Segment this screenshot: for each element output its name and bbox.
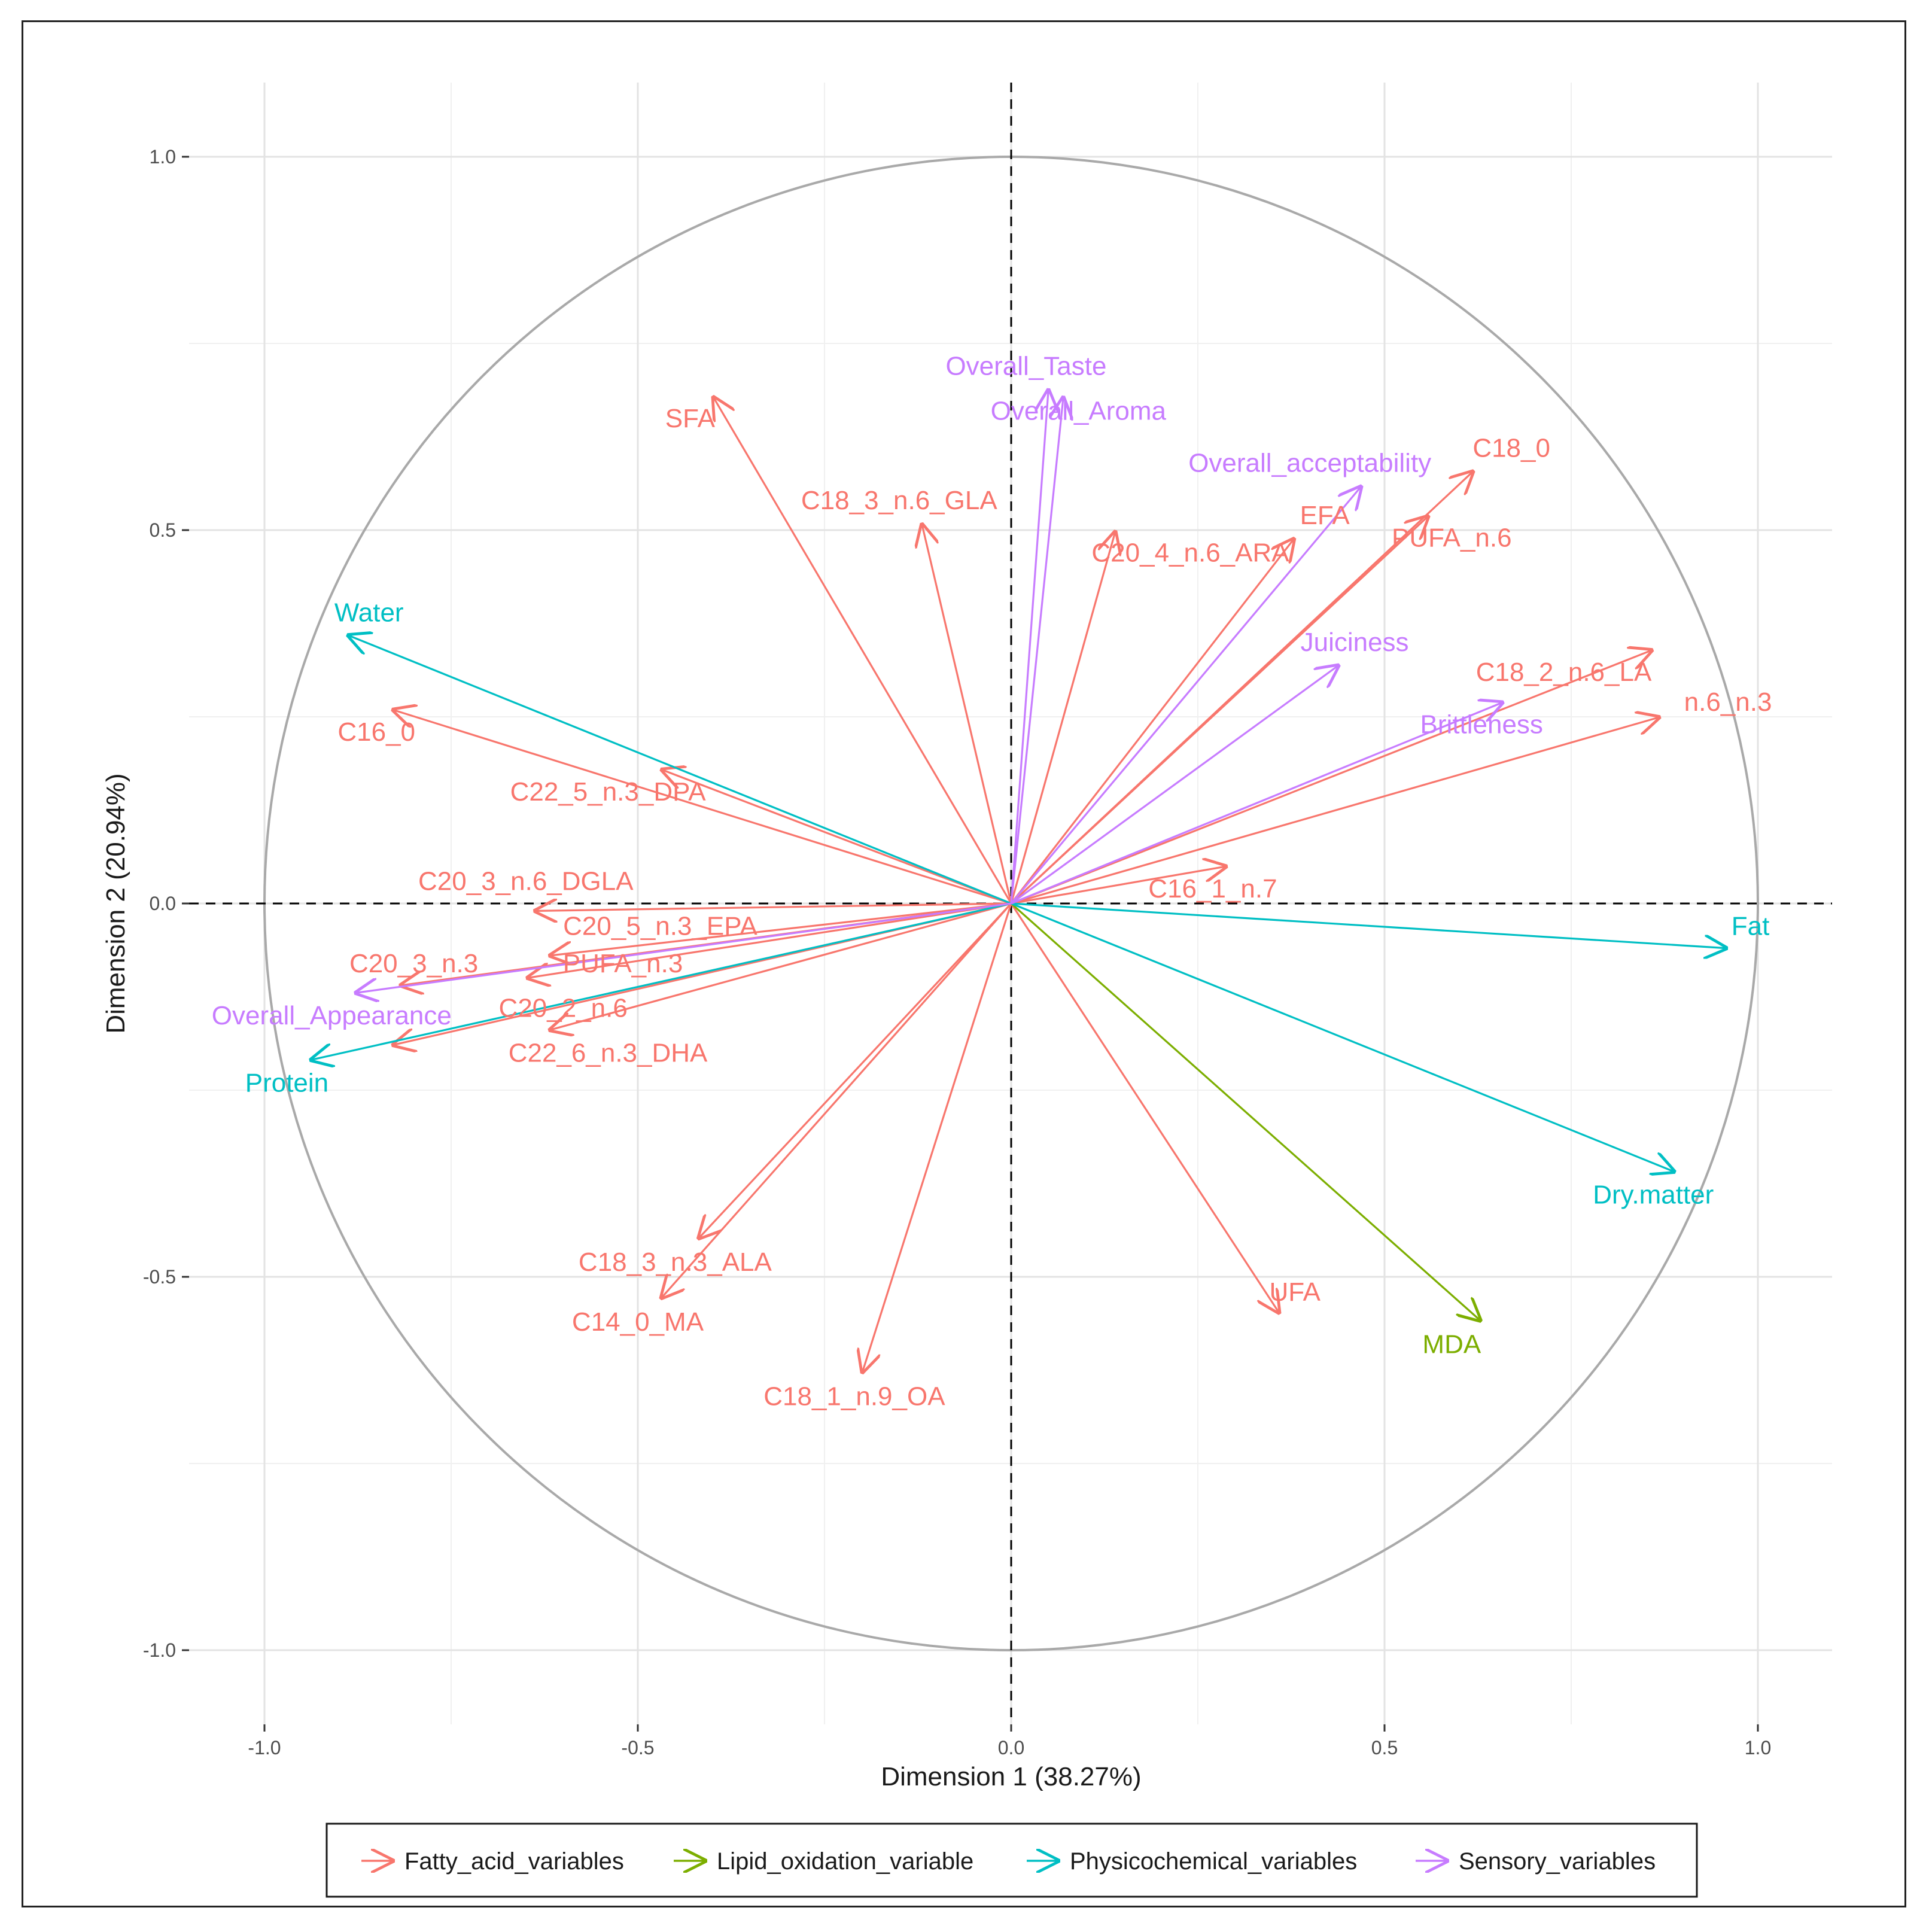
arrow-overall-aroma [1010, 395, 1063, 904]
arrow-overall-acceptability [1010, 485, 1362, 905]
legend-label-fatty-acid-variables: Fatty_acid_variables [404, 1848, 624, 1875]
arrow-c18-2-n-6-la [1011, 650, 1653, 905]
arrow-c20-4-n-6-ara [1010, 530, 1116, 904]
label-c18-3-n-3-ala: C18_3_n.3_ALA [579, 1248, 772, 1277]
label-c16-0: C16_0 [337, 717, 415, 747]
label-c22-5-n-3-dpa: C22_5_n.3_DPA [510, 777, 707, 807]
legend: Fatty_acid_variables Lipid_oxidation_vari… [325, 1823, 1698, 1898]
label-fat: Fat [1732, 911, 1770, 941]
label-n-6-n-3: n.6_n.3 [1684, 687, 1772, 717]
arrow-mda [1010, 902, 1481, 1322]
arrow-c20-3-n-6-dgla [533, 903, 1012, 911]
label-c20-3-n-6-dgla: C20_3_n.6_DGLA [418, 867, 634, 896]
label-dry-matter: Dry.matter [1593, 1181, 1714, 1210]
arrow-efa [1010, 537, 1295, 904]
label-c20-4-n-6-ara: C20_4_n.6_ARA [1091, 538, 1289, 567]
label-c18-1-n-9-oa: C18_1_n.9_OA [763, 1382, 945, 1411]
arrow-c22-5-n-3-dpa [660, 769, 1012, 905]
arrow-ufa [1010, 903, 1280, 1314]
label-c20-2-n-6: C20_2_n.6 [499, 994, 628, 1023]
y-tick-label: 1.0 [150, 146, 176, 168]
arrow-overall-taste [1010, 388, 1048, 904]
x-tick-label: -1.0 [248, 1737, 281, 1758]
label-pufa-n-6: PUFA_n.6 [1392, 523, 1512, 552]
arrow-pufa-n-3 [526, 902, 1012, 978]
arrow-n-6-n-3 [1011, 717, 1661, 905]
label-protein: Protein [245, 1069, 328, 1098]
y-tick-label: -0.5 [143, 1266, 176, 1288]
label-c20-5-n-3-epa: C20_5_n.3_EPA [563, 911, 757, 941]
variable-labels: SFA C18_3_n.6_GLA C20_4_n.6_ARA EFA C18_0 PUF… [212, 351, 1772, 1411]
arrow-c16-1-n-7 [1011, 866, 1228, 905]
arrow-protein [309, 902, 1012, 1060]
arrow-c18-1-n-9-oa [862, 903, 1012, 1374]
label-brittleness: Brittleness [1420, 710, 1543, 739]
arrow-c20-5-n-3-epa [548, 902, 1012, 956]
x-tick-label: 1.0 [1745, 1737, 1771, 1758]
label-water: Water [334, 598, 404, 627]
legend-box [325, 1823, 1698, 1898]
arrow-juiciness [1011, 665, 1340, 905]
label-overall-taste: Overall_Taste [945, 351, 1106, 381]
arrow-overall-appearance [354, 902, 1012, 993]
x-tick-label: 0.5 [1371, 1737, 1398, 1758]
label-c14-0-ma: C14_0_MA [572, 1307, 704, 1337]
y-tick-label: -1.0 [143, 1639, 176, 1661]
label-sfa: SFA [665, 404, 716, 433]
axes: -1.0 -0.5 0.0 0.5 1.0 -1.0 -0.5 0.0 0.5 1.0 [143, 146, 1771, 1758]
label-juiciness: Juiciness [1301, 628, 1409, 657]
arrow-fat [1011, 902, 1728, 948]
label-overall-aroma: Overall_Aroma [991, 396, 1167, 425]
y-axis-title: Dimension 2 (20.94%) [101, 773, 130, 1033]
variable-arrows [309, 388, 1728, 1374]
legend-label-sensory-variables: Sensory_variables [1459, 1848, 1656, 1875]
label-c20-3-n-3: C20_3_n.3 [349, 949, 478, 978]
legend-label-physicochemical-variables: Physicochemical_variables [1070, 1848, 1357, 1875]
label-mda: MDA [1422, 1329, 1481, 1359]
x-tick-label: 0.0 [998, 1737, 1024, 1758]
arrow-water [346, 635, 1012, 905]
label-c18-3-n-6-gla: C18_3_n.6_GLA [801, 486, 997, 515]
arrow-c18-3-n-6-gla [921, 523, 1012, 904]
legend-label-lipid-oxidation-variable: Lipid_oxidation_variable [717, 1848, 973, 1875]
arrow-c16-0 [391, 710, 1012, 905]
label-c22-6-n-3-dha: C22_6_n.3_DHA [509, 1039, 708, 1068]
arrow-sfa [713, 395, 1012, 904]
x-tick-label: -0.5 [621, 1737, 654, 1758]
y-tick-label: 0.0 [150, 893, 176, 914]
arrow-brittleness [1011, 702, 1504, 905]
label-c16-1-n-7: C16_1_n.7 [1148, 874, 1277, 903]
arrow-c20-2-n-6 [548, 902, 1012, 1030]
arrow-dry-matter [1011, 902, 1676, 1172]
label-c18-2-n-6-la: C18_2_n.6_LA [1476, 658, 1652, 687]
arrow-c18-3-n-3-ala [698, 902, 1012, 1240]
label-c18-0: C18_0 [1472, 434, 1550, 463]
label-overall-acceptability: Overall_acceptability [1188, 449, 1431, 478]
label-efa: EFA [1300, 501, 1350, 530]
x-axis-title: Dimension 1 (38.27%) [881, 1762, 1141, 1791]
label-overall-appearance: Overall_Appearance [212, 1001, 452, 1030]
label-pufa-n-3: PUFA_n.3 [563, 949, 683, 978]
label-ufa: UFA [1269, 1277, 1321, 1307]
arrow-pufa-n-6 [1010, 515, 1429, 905]
figure-frame [22, 20, 1906, 1907]
y-tick-label: 0.5 [150, 519, 176, 541]
